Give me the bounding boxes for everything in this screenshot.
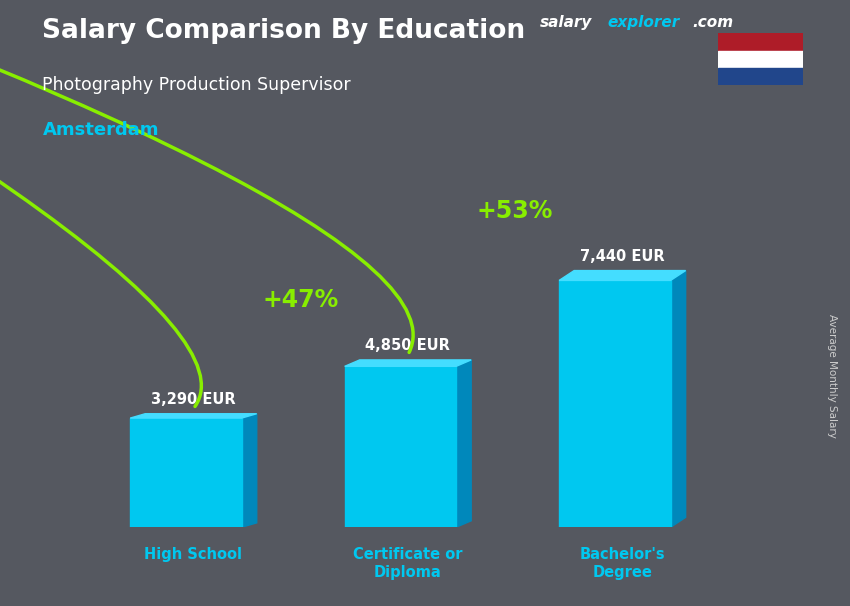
Text: explorer: explorer xyxy=(608,15,680,30)
Text: High School: High School xyxy=(144,547,242,562)
Text: 3,290 EUR: 3,290 EUR xyxy=(151,392,235,407)
Polygon shape xyxy=(559,270,686,281)
Text: Salary Comparison By Education: Salary Comparison By Education xyxy=(42,18,525,44)
Text: 4,850 EUR: 4,850 EUR xyxy=(366,338,450,353)
Text: Bachelor's
Degree: Bachelor's Degree xyxy=(580,547,666,579)
Bar xyxy=(718,33,803,50)
Text: +47%: +47% xyxy=(263,288,339,312)
Bar xyxy=(718,50,803,68)
Bar xyxy=(559,281,671,527)
Text: Average Monthly Salary: Average Monthly Salary xyxy=(827,314,837,438)
Text: salary: salary xyxy=(540,15,592,30)
Text: Photography Production Supervisor: Photography Production Supervisor xyxy=(42,76,351,94)
Text: .com: .com xyxy=(693,15,734,30)
Polygon shape xyxy=(456,360,471,527)
Bar xyxy=(344,367,456,527)
Bar xyxy=(130,418,241,527)
Polygon shape xyxy=(671,270,686,527)
Polygon shape xyxy=(241,414,257,527)
Polygon shape xyxy=(130,414,257,418)
Text: +53%: +53% xyxy=(477,199,553,223)
Text: 7,440 EUR: 7,440 EUR xyxy=(580,249,665,264)
Text: Certificate or
Diploma: Certificate or Diploma xyxy=(353,547,462,579)
Bar xyxy=(718,68,803,85)
Polygon shape xyxy=(344,360,471,367)
Text: Amsterdam: Amsterdam xyxy=(42,121,159,139)
